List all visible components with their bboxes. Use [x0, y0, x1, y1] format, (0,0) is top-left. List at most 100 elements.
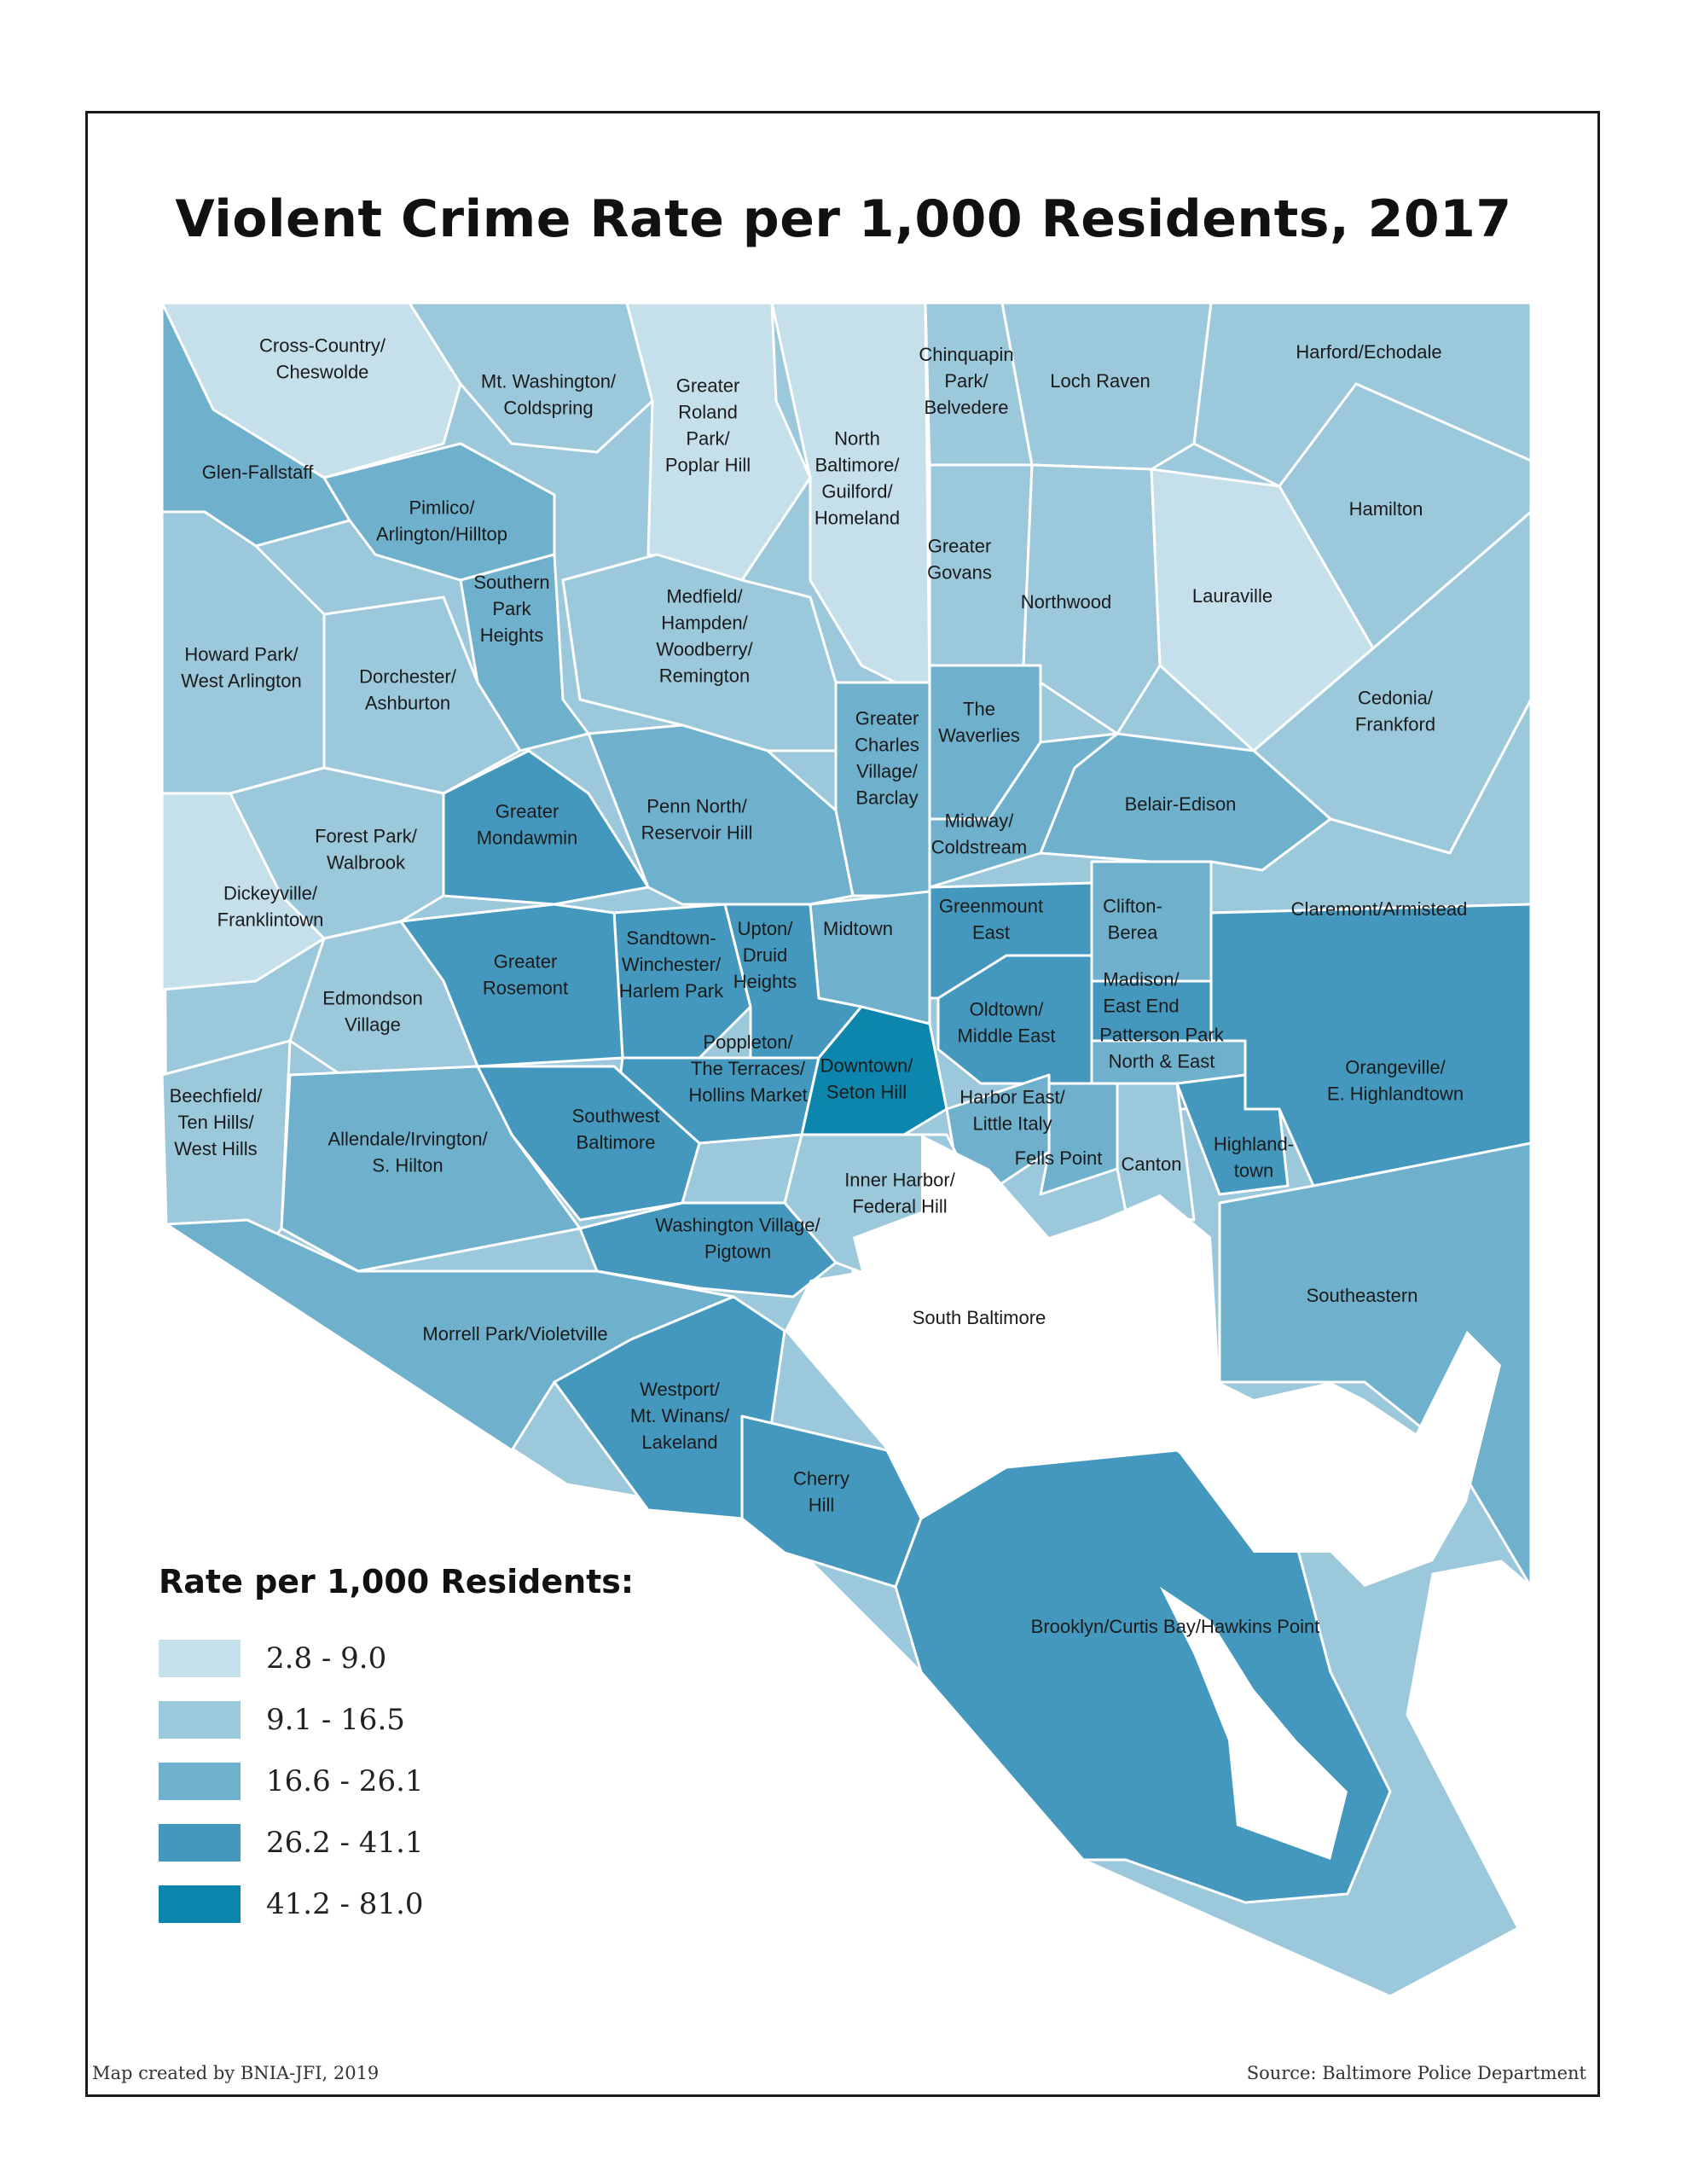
neighborhood-label-line: Heights: [733, 971, 797, 992]
neighborhood-label-line: Hampden/: [661, 613, 748, 634]
neighborhood-label: Dorchester/Ashburton: [359, 666, 457, 714]
neighborhood-label: Cherry Hill: [793, 1468, 849, 1516]
neighborhood-label-line: Lauraville: [1192, 585, 1272, 607]
neighborhood-label-line: Midway/: [945, 810, 1015, 832]
neighborhood-label-line: Southwest: [572, 1106, 660, 1127]
neighborhood-label-line: East: [972, 922, 1010, 944]
neighborhood-label-line: Middle East: [958, 1025, 1056, 1047]
data-source: Source: Baltimore Police Department: [1246, 2063, 1586, 2083]
neighborhood-label: Downtown/Seton Hill: [820, 1055, 914, 1103]
neighborhood-label: Morrell Park/Violetville: [422, 1323, 607, 1345]
neighborhood-label-line: Walbrook: [327, 852, 406, 874]
neighborhood-label-line: Patterson Park: [1099, 1025, 1225, 1046]
legend-label: 26.2 - 41.1: [266, 1826, 424, 1860]
neighborhood-label-line: Highland-: [1214, 1134, 1294, 1155]
neighborhood-label: Allendale/Irvington/S. Hilton: [328, 1129, 488, 1176]
neighborhood-label-line: Medfield/: [666, 586, 743, 607]
neighborhood-label: Cross-Country/Cheswolde: [259, 335, 386, 383]
neighborhood-label-line: Park: [492, 598, 531, 619]
neighborhood-label-line: Berea: [1108, 922, 1158, 944]
neighborhood-label-line: Canton: [1122, 1153, 1182, 1175]
neighborhood-label-line: Greenmount: [939, 896, 1043, 917]
neighborhood-label: Greenmount East: [939, 896, 1043, 944]
neighborhood-label: Penn North/Reservoir Hill: [641, 796, 753, 844]
neighborhood-label-line: Greater: [676, 375, 740, 397]
legend-swatch: [159, 1824, 241, 1862]
neighborhood-label-line: Baltimore/: [815, 455, 900, 476]
neighborhood-label-line: Southern: [473, 572, 549, 593]
neighborhood-label-line: Dorchester/: [359, 666, 457, 688]
neighborhood-label-line: Baltimore: [577, 1132, 656, 1153]
neighborhood-label: Greater Charles Village/Barclay: [855, 708, 919, 809]
map-title: Violent Crime Rate per 1,000 Residents, …: [175, 189, 1512, 249]
neighborhood-label-line: The Terraces/: [691, 1058, 806, 1079]
neighborhood-label: Clifton- Berea: [1103, 896, 1162, 944]
neighborhood-penn-north-reservoir-hill: [587, 723, 855, 906]
harbor-water: [785, 1135, 1501, 1860]
neighborhood-label-line: E. Highlandtown: [1327, 1083, 1464, 1105]
neighborhood-label-line: West Hills: [174, 1138, 257, 1159]
neighborhood-label: Inner Harbor/Federal Hill: [844, 1170, 956, 1217]
neighborhood-label: Patterson Park North & East: [1099, 1025, 1225, 1072]
neighborhood-label-line: Fells Point: [1015, 1147, 1103, 1169]
neighborhood-label-line: Barclay: [855, 787, 918, 809]
neighborhood-label-line: North & East: [1109, 1051, 1215, 1072]
neighborhood-label-line: Little Italy: [973, 1113, 1052, 1135]
neighborhood-label-line: Glen-Fallstaff: [202, 462, 314, 483]
neighborhood-label-line: South Baltimore: [913, 1307, 1046, 1328]
legend-item: 9.1 - 16.5: [159, 1699, 405, 1740]
neighborhood-label-line: Cheswolde: [276, 362, 369, 383]
neighborhood-greater-roland-park-poplar-hill: [625, 301, 812, 582]
legend-label: 41.2 - 81.0: [266, 1887, 424, 1921]
legend-swatch: [159, 1763, 241, 1800]
neighborhood-label-line: Upton/: [738, 918, 794, 939]
neighborhood-fells-point: [1039, 1082, 1119, 1196]
neighborhood-label-line: Edmondson: [322, 988, 422, 1009]
neighborhood-label-line: Reservoir Hill: [641, 822, 753, 844]
neighborhood-label-line: Mt. Washington/: [481, 371, 617, 392]
neighborhood-label-line: Northwood: [1021, 591, 1111, 613]
neighborhood-midway-coldstream: [928, 732, 1119, 889]
neighborhood-label: Northwood: [1021, 591, 1111, 613]
neighborhood-label-line: Belair-Edison: [1125, 793, 1237, 815]
neighborhood-label: Harford/Echodale: [1296, 341, 1441, 363]
neighborhood-label: Claremont/Armistead: [1291, 898, 1468, 920]
neighborhood-label-line: Woodberry/: [656, 639, 753, 660]
neighborhood-label: Orangeville/E. Highlandtown: [1327, 1057, 1464, 1105]
neighborhood-label-line: Downtown/: [820, 1055, 914, 1077]
legend-label: 2.8 - 9.0: [266, 1641, 387, 1676]
neighborhood-label-line: Southeastern: [1307, 1285, 1418, 1306]
neighborhood-label-line: Sandtown-: [626, 927, 716, 949]
neighborhood-label-line: Pigtown: [704, 1241, 771, 1263]
legend-item: 16.6 - 26.1: [159, 1761, 424, 1802]
neighborhood-label: Belair-Edison: [1125, 793, 1237, 815]
neighborhood-label: Edmondson Village: [322, 988, 422, 1036]
neighborhood-label: Lauraville: [1192, 585, 1272, 607]
neighborhood-label-line: Waverlies: [938, 725, 1020, 746]
neighborhood-label: Glen-Fallstaff: [202, 462, 314, 483]
neighborhood-label-line: Brooklyn/Curtis Bay/Hawkins Point: [1031, 1616, 1320, 1637]
neighborhood-label-line: Inner Harbor/: [844, 1170, 956, 1191]
neighborhood-label-line: Heights: [480, 624, 544, 646]
neighborhood-label-line: Federal Hill: [852, 1196, 947, 1217]
neighborhood-label-line: Mondawmin: [477, 828, 578, 849]
neighborhood-label-line: Park/: [686, 428, 730, 450]
neighborhood-label: Harbor East/Little Italy: [959, 1087, 1065, 1135]
neighborhood-label: Southeastern: [1307, 1285, 1418, 1306]
neighborhood-label-line: Frankford: [1355, 714, 1435, 735]
neighborhood-label: Canton: [1122, 1153, 1182, 1175]
neighborhood-label-line: Harbor East/: [959, 1087, 1065, 1108]
neighborhood-label-line: West Arlington: [181, 671, 301, 692]
neighborhood-label-line: Coldstream: [931, 837, 1027, 858]
neighborhood-label: Southwest Baltimore: [572, 1106, 660, 1153]
legend-swatch: [159, 1885, 241, 1923]
neighborhood-label-line: Druid: [743, 944, 788, 966]
neighborhood-label-line: Lakeland: [641, 1432, 717, 1453]
neighborhood-label-line: The: [963, 699, 995, 720]
legend-item: 26.2 - 41.1: [159, 1822, 424, 1863]
neighborhood-label-line: Clifton-: [1103, 896, 1162, 917]
neighborhood-label-line: Midtown: [823, 918, 893, 939]
neighborhood-label: Greater Mondawmin: [477, 801, 578, 849]
neighborhood-label-line: town: [1234, 1160, 1273, 1182]
neighborhood-westport-mt-winans-lakeland: [553, 1295, 786, 1520]
